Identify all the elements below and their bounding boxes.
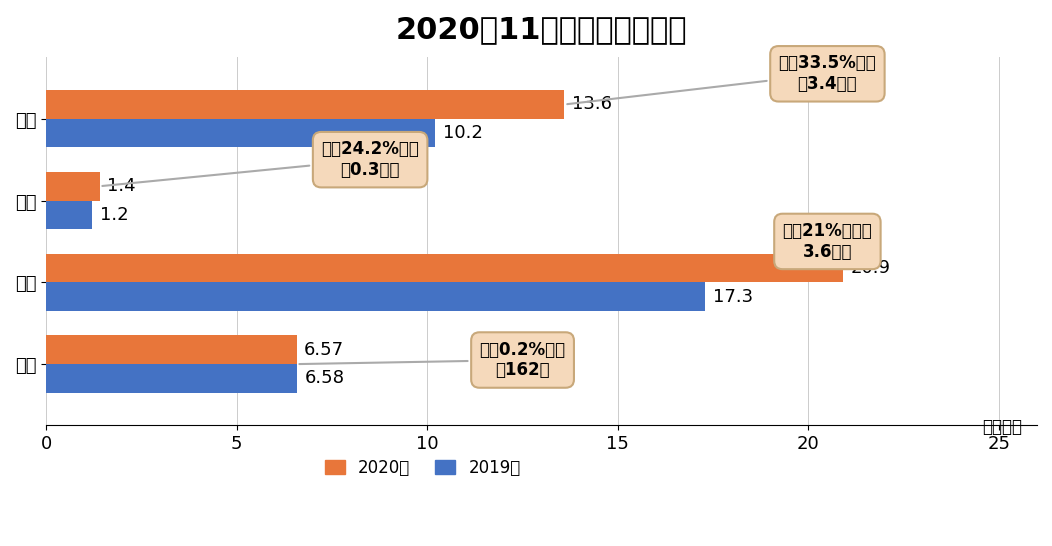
Title: 2020年11月货车分车型销量: 2020年11月货车分车型销量 — [396, 15, 687, 44]
Text: 6.57: 6.57 — [304, 341, 344, 359]
Bar — [46, 200, 92, 229]
Text: 1.4: 1.4 — [107, 177, 136, 195]
Text: 下降0.2%，减
少162辆: 下降0.2%，减 少162辆 — [300, 341, 566, 379]
Text: 增长33.5%，增
加3.4万辆: 增长33.5%，增 加3.4万辆 — [567, 55, 876, 104]
Bar — [46, 90, 565, 119]
Text: 17.3: 17.3 — [713, 288, 753, 306]
Text: 1.2: 1.2 — [100, 206, 128, 224]
Legend: 2020年, 2019年: 2020年, 2019年 — [318, 452, 527, 483]
Bar — [46, 335, 297, 364]
Bar — [46, 364, 297, 393]
Text: 13.6: 13.6 — [572, 96, 612, 114]
Text: 增长21%，增加
3.6万辆: 增长21%，增加 3.6万辆 — [783, 222, 872, 265]
Bar — [46, 282, 706, 311]
Bar — [46, 119, 434, 147]
Bar — [46, 254, 843, 282]
Text: （万辆）: （万辆） — [983, 418, 1023, 436]
Text: 6.58: 6.58 — [305, 370, 345, 388]
Bar — [46, 172, 100, 200]
Text: 10.2: 10.2 — [443, 124, 483, 142]
Text: 增长24.2%，增
加0.3万辆: 增长24.2%，增 加0.3万辆 — [102, 140, 419, 186]
Text: 20.9: 20.9 — [850, 259, 890, 277]
